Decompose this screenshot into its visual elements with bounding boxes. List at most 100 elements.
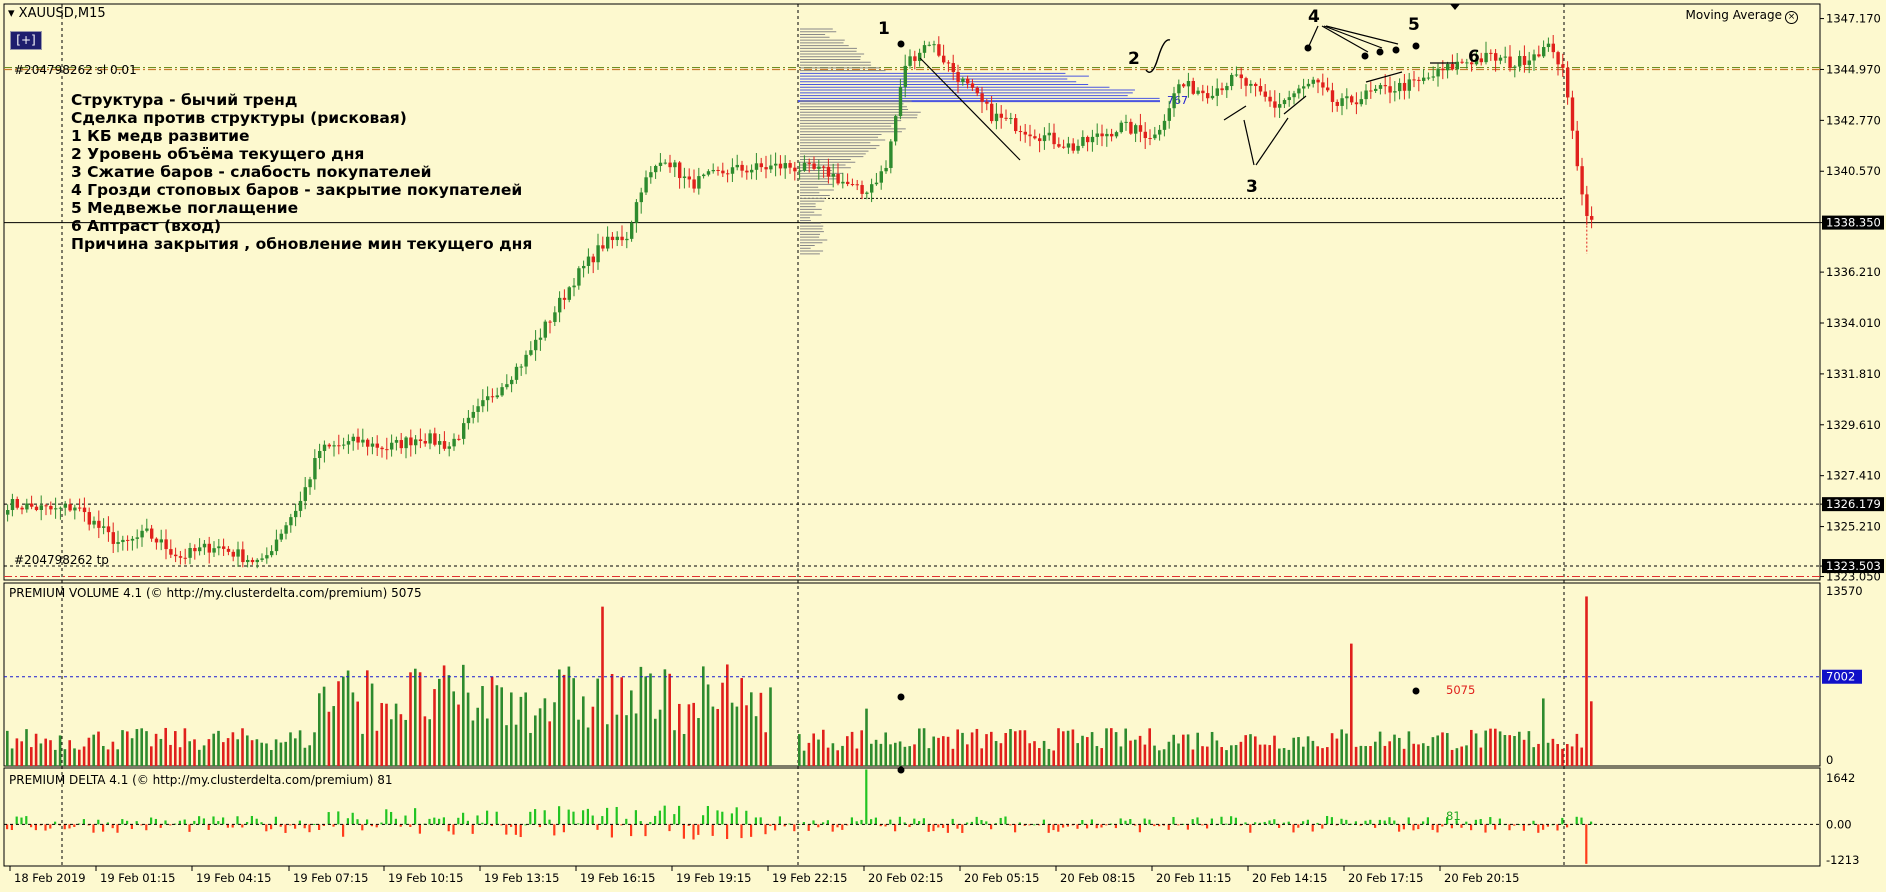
candle-body bbox=[596, 245, 600, 263]
volume-bar bbox=[630, 690, 633, 766]
candle-body bbox=[894, 116, 898, 142]
volume-axis-max: 13570 bbox=[1826, 584, 1863, 598]
candle-body bbox=[601, 245, 605, 249]
candle-body bbox=[39, 505, 43, 510]
candle-body bbox=[1518, 56, 1522, 67]
delta-bar bbox=[1407, 817, 1410, 825]
delta-bar bbox=[92, 824, 95, 833]
sl-order-label[interactable]: #204798262 sl 0.01 bbox=[14, 63, 137, 77]
volume-bar bbox=[1306, 736, 1310, 766]
candle-body bbox=[750, 169, 754, 173]
volume-bar bbox=[730, 702, 734, 766]
candle-body bbox=[1052, 132, 1056, 145]
delta-bar bbox=[1086, 824, 1089, 829]
candle-body bbox=[394, 440, 399, 443]
candle-body bbox=[44, 505, 48, 507]
candle-body bbox=[1220, 88, 1224, 91]
symbol-text: XAUUSD,M15 bbox=[18, 6, 106, 21]
delta-pane-frame bbox=[3, 767, 1821, 867]
volume-bar bbox=[1244, 735, 1247, 766]
candle-body bbox=[159, 539, 163, 543]
candle-body bbox=[980, 93, 984, 102]
volume-bar bbox=[798, 734, 801, 766]
price-level-tag bbox=[1822, 559, 1884, 574]
candle-body bbox=[82, 507, 87, 513]
volume-bar bbox=[586, 727, 590, 766]
candle-body bbox=[342, 444, 346, 446]
volume-bar bbox=[1546, 742, 1550, 766]
candle-body bbox=[606, 236, 610, 249]
delta-bar bbox=[596, 824, 599, 830]
delta-bar bbox=[1474, 819, 1477, 825]
volume-bar bbox=[1479, 747, 1483, 766]
volume-bar bbox=[1417, 744, 1420, 766]
candle-body bbox=[1402, 82, 1407, 91]
time-axis-label: 19 Feb 19:15 bbox=[676, 871, 751, 885]
delta-bar bbox=[1402, 824, 1405, 830]
delta-bar bbox=[1417, 824, 1420, 830]
delta-bar bbox=[370, 824, 373, 827]
annotation-dot bbox=[897, 766, 905, 774]
candle-body bbox=[692, 179, 696, 189]
volume-bar bbox=[894, 742, 897, 766]
volume-bar bbox=[1551, 738, 1555, 766]
tp-order-label[interactable]: #204798262 tp bbox=[14, 553, 109, 567]
current-price-label: 1338.350 bbox=[1826, 216, 1881, 230]
candle-body bbox=[874, 182, 879, 185]
delta-bar bbox=[1306, 819, 1309, 825]
close-icon[interactable]: × bbox=[1785, 11, 1798, 24]
volume-bar bbox=[145, 731, 148, 766]
candle-body bbox=[697, 176, 701, 189]
volume-bar bbox=[289, 732, 292, 766]
candle-body bbox=[332, 445, 336, 447]
candle-body bbox=[1436, 68, 1440, 77]
candle-body bbox=[1182, 84, 1186, 87]
candle-body bbox=[1484, 52, 1488, 63]
candle-body bbox=[735, 164, 739, 168]
delta-bar bbox=[985, 821, 988, 825]
candle-body bbox=[1186, 80, 1191, 87]
volume-bar bbox=[241, 728, 244, 766]
candle-body bbox=[476, 406, 480, 412]
delta-bar bbox=[697, 824, 700, 835]
volume-bar bbox=[1566, 744, 1569, 766]
volume-bar bbox=[1254, 736, 1257, 766]
volume-bar bbox=[649, 673, 652, 766]
volume-bar bbox=[807, 742, 811, 766]
delta-bar bbox=[145, 824, 148, 831]
symbol-label[interactable]: ▾ XAUUSD,M15 bbox=[8, 6, 106, 21]
candle-body bbox=[1009, 118, 1013, 120]
candle-body bbox=[687, 176, 691, 180]
candle-body bbox=[1503, 56, 1507, 58]
volume-bar bbox=[1297, 737, 1300, 766]
volume-bar bbox=[1518, 731, 1521, 766]
delta-bar bbox=[956, 824, 959, 829]
candle-body bbox=[1369, 90, 1373, 92]
candle-body bbox=[562, 297, 567, 300]
delta-bar bbox=[1258, 822, 1261, 825]
volume-bar bbox=[490, 676, 494, 766]
candle-body bbox=[274, 539, 279, 552]
volume-bar bbox=[198, 749, 201, 766]
candle-body bbox=[73, 507, 77, 511]
volume-bar bbox=[342, 676, 345, 766]
one-click-trading-button[interactable]: [+] bbox=[10, 31, 42, 50]
delta-bar bbox=[1460, 824, 1463, 828]
delta-bar bbox=[1484, 824, 1487, 833]
candle-body bbox=[154, 538, 159, 543]
volume-bar bbox=[572, 678, 575, 766]
candle-body bbox=[1522, 56, 1527, 65]
volume-bar bbox=[1201, 746, 1204, 766]
volume-bar bbox=[735, 706, 739, 766]
candle-body bbox=[452, 438, 456, 447]
candle-body bbox=[1431, 76, 1435, 78]
moving-average-indicator[interactable]: Moving Average × bbox=[1686, 8, 1798, 24]
candle-body bbox=[1273, 101, 1277, 108]
delta-bar bbox=[836, 824, 839, 828]
candle-body bbox=[346, 441, 351, 445]
candle-body bbox=[250, 559, 255, 563]
candle-body bbox=[1066, 143, 1071, 148]
delta-bar bbox=[625, 818, 628, 825]
annotation-arrow bbox=[1255, 117, 1289, 166]
